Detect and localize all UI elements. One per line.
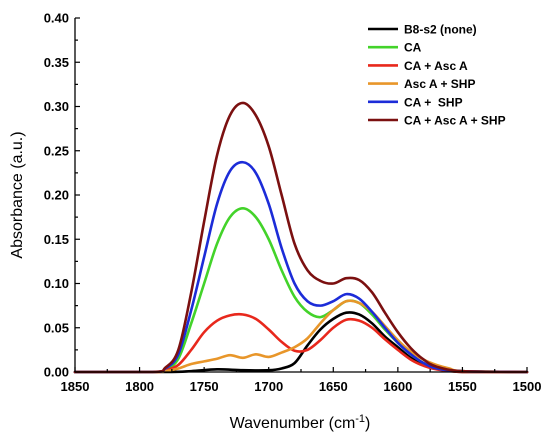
x-axis-title: Wavenumber (cm-1) (230, 413, 371, 432)
legend-label-ca-asc-a-shp: CA + Asc A + SHP (404, 114, 506, 128)
x-tick-label: 1700 (254, 379, 283, 394)
y-tick-label: 0.15 (44, 232, 69, 247)
legend: B8-s2 (none) CA CA + Asc A Asc A + SHP CA + … (368, 23, 506, 128)
series-line-ca-asc-a (73, 312, 529, 374)
series-line-ca-asc-a-shp (73, 101, 529, 374)
y-tick-label: 0.20 (44, 188, 69, 203)
x-tick-label: 1550 (448, 379, 477, 394)
x-tick-label: 1750 (190, 379, 219, 394)
y-tick-label: 0.30 (44, 99, 69, 114)
x-tick-label: 1850 (61, 379, 90, 394)
legend-label-b8-s2-none: B8-s2 (none) (404, 23, 477, 37)
series-line-ca (73, 206, 529, 374)
x-tick-label: 1800 (125, 379, 154, 394)
y-tick-label: 0.25 (44, 143, 69, 158)
legend-label-ca-asc-a: CA + Asc A (404, 59, 468, 73)
x-tick-label: 1500 (513, 379, 542, 394)
plot-area (73, 101, 529, 374)
y-tick-label: 0.10 (44, 276, 69, 291)
y-axis-title: Absorbance (a.u.) (9, 131, 26, 258)
series-line-asc-a-shp (73, 299, 529, 374)
y-tick-label: 0.00 (44, 365, 69, 380)
legend-label-ca-shp: CA + SHP (404, 95, 463, 109)
x-tick-label: 1600 (383, 379, 412, 394)
x-tick-label: 1650 (319, 379, 348, 394)
legend-label-ca: CA (404, 41, 422, 55)
y-tick-label: 0.40 (44, 11, 69, 26)
axes: 0.00 0.05 0.10 0.15 0.20 0.25 0.30 0.35 0.40 1850… (44, 11, 542, 395)
y-tick-label: 0.35 (44, 55, 69, 70)
legend-label-asc-a-shp: Asc A + SHP (404, 77, 475, 91)
y-tick-label: 0.05 (44, 320, 69, 335)
series-line-ca-shp (73, 160, 529, 374)
